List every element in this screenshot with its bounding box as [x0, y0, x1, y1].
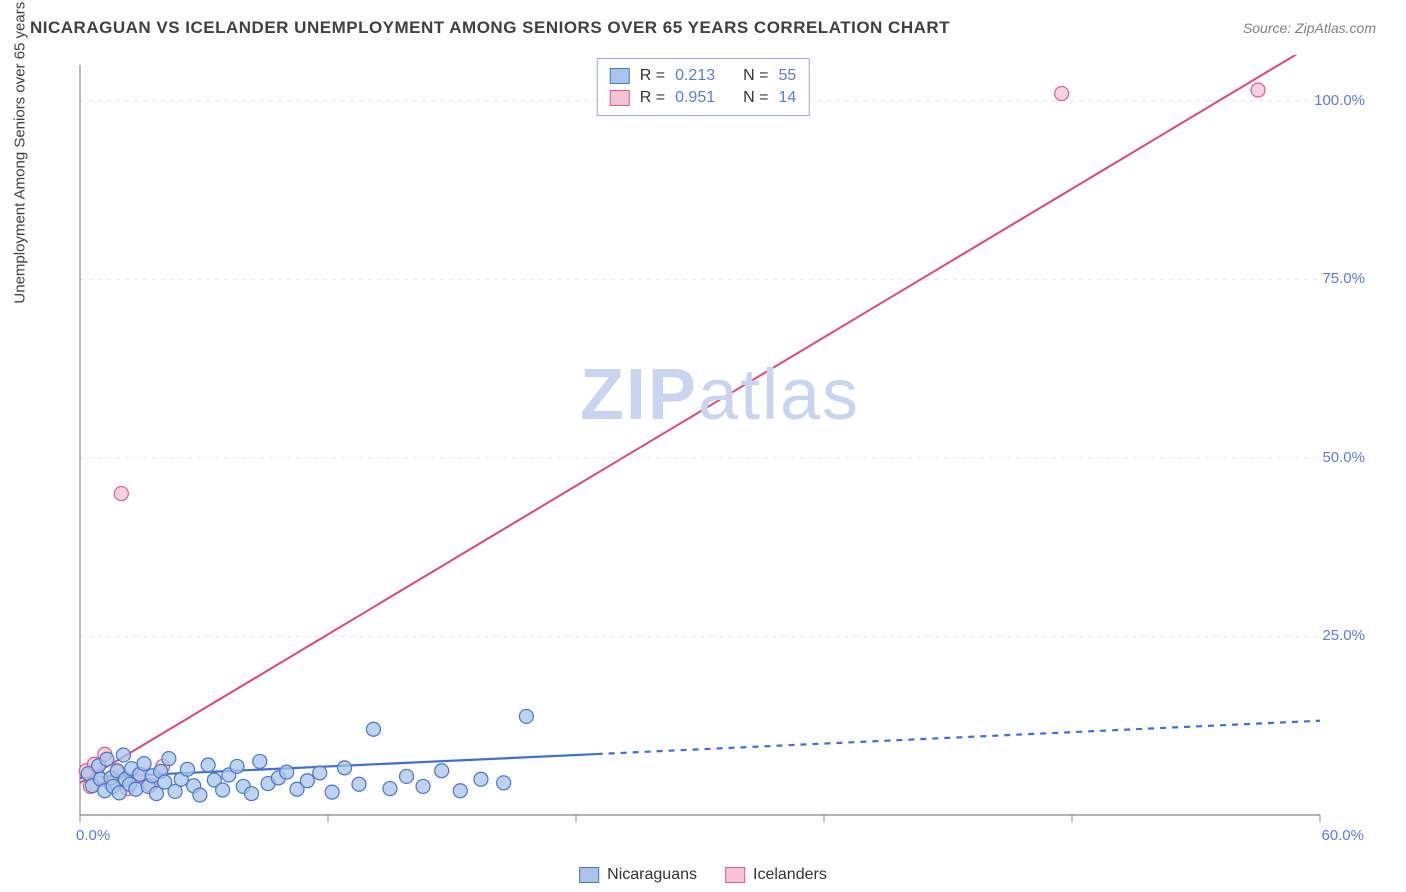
legend-item-icelander: Icelanders: [725, 866, 827, 884]
axis-tick-label: 0.0%: [76, 827, 110, 844]
bottom-legend: Nicaraguans Icelanders: [579, 866, 827, 884]
axis-tick-label: 100.0%: [1314, 92, 1365, 109]
axis-tick-label: 25.0%: [1322, 627, 1365, 644]
axis-tick-label: 50.0%: [1322, 449, 1365, 466]
chart-plot-area: ZIPatlas: [70, 55, 1370, 845]
swatch-icelander: [610, 90, 630, 106]
stats-legend: R = 0.213 N = 55 R = 0.951 N = 14: [597, 58, 810, 116]
stats-row-icelander: R = 0.951 N = 14: [610, 87, 797, 109]
stats-row-nicaraguan: R = 0.213 N = 55: [610, 65, 797, 87]
swatch-nicaraguan: [579, 867, 599, 883]
source-attribution: Source: ZipAtlas.com: [1243, 20, 1376, 36]
chart-title: NICARAGUAN VS ICELANDER UNEMPLOYMENT AMO…: [30, 18, 950, 38]
swatch-nicaraguan: [610, 68, 630, 84]
legend-item-nicaraguan: Nicaraguans: [579, 866, 697, 884]
axis-tick-label: 75.0%: [1322, 270, 1365, 287]
axis-tick-label: 60.0%: [1321, 827, 1364, 844]
swatch-icelander: [725, 867, 745, 883]
scatter-chart-svg: [70, 55, 1370, 845]
y-axis-label: Unemployment Among Seniors over 65 years: [12, 2, 29, 304]
